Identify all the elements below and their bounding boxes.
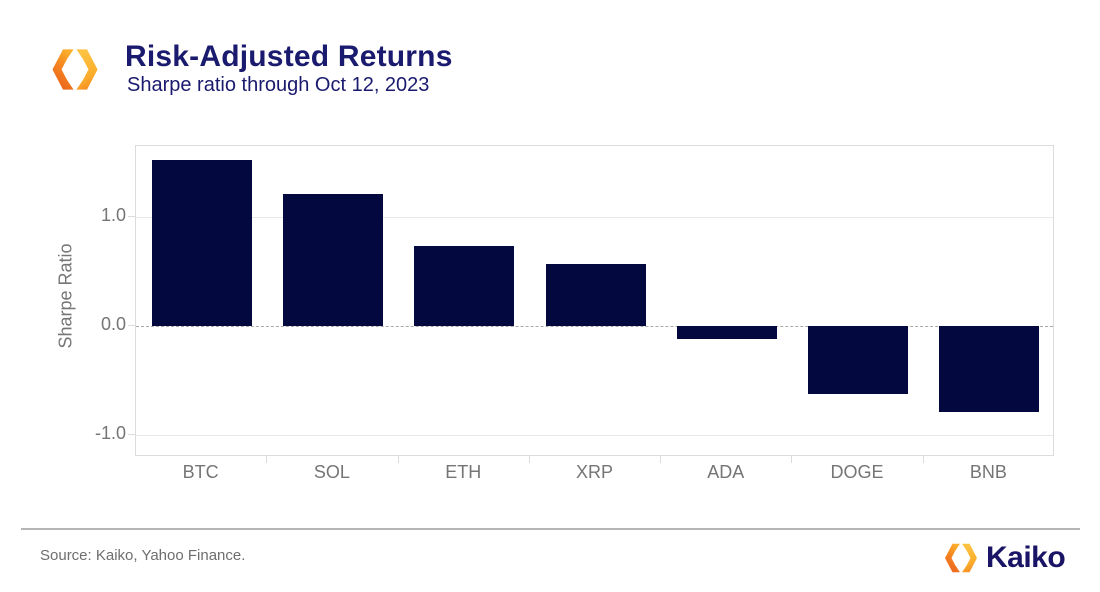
y-tick-label: 0.0	[100, 314, 126, 335]
bar-xrp	[545, 263, 646, 327]
x-tick-label-eth: ETH	[445, 462, 482, 482]
x-tick-label-doge: DOGE	[830, 462, 884, 482]
footer-divider	[21, 528, 1080, 530]
gridline	[136, 216, 1053, 218]
kaiko-brand-logo: Kaiko	[944, 540, 1066, 576]
y-tick-label: -1.0	[94, 423, 126, 444]
kaiko-logo-icon	[52, 49, 98, 90]
page-title: Risk-Adjusted Returns	[125, 40, 453, 73]
y-tick-label: 1.0	[100, 204, 126, 225]
x-boundary-tick	[397, 456, 399, 463]
x-tick-label-bnb: BNB	[969, 462, 1007, 482]
x-tick-label-btc: BTC	[182, 462, 219, 482]
x-boundary-tick	[528, 456, 530, 463]
plot-area	[135, 145, 1054, 456]
kaiko-logo-icon	[945, 543, 977, 573]
x-tick-label-sol: SOL	[313, 462, 350, 482]
x-tick-label-ada: ADA	[707, 462, 745, 482]
x-boundary-tick	[266, 456, 268, 463]
y-tick-mark	[128, 325, 135, 327]
bar-btc	[151, 160, 252, 327]
bar-ada	[676, 326, 777, 340]
zero-gridline	[136, 326, 1053, 328]
bar-eth	[414, 246, 515, 327]
bar-sol	[282, 194, 383, 327]
y-tick-mark	[128, 215, 135, 217]
x-tick-label-xrp: XRP	[575, 462, 613, 482]
y-tick-mark	[128, 434, 135, 436]
brand-name: Kaiko	[986, 541, 1066, 574]
bar-bnb	[939, 326, 1040, 413]
x-boundary-tick	[922, 456, 924, 463]
x-boundary-tick	[791, 456, 793, 463]
bar-doge	[808, 326, 909, 394]
page-subtitle: Sharpe ratio through Oct 12, 2023	[127, 74, 430, 96]
x-boundary-tick	[660, 456, 662, 463]
gridline	[136, 435, 1053, 437]
source-note: Source: Kaiko, Yahoo Finance.	[40, 547, 246, 564]
